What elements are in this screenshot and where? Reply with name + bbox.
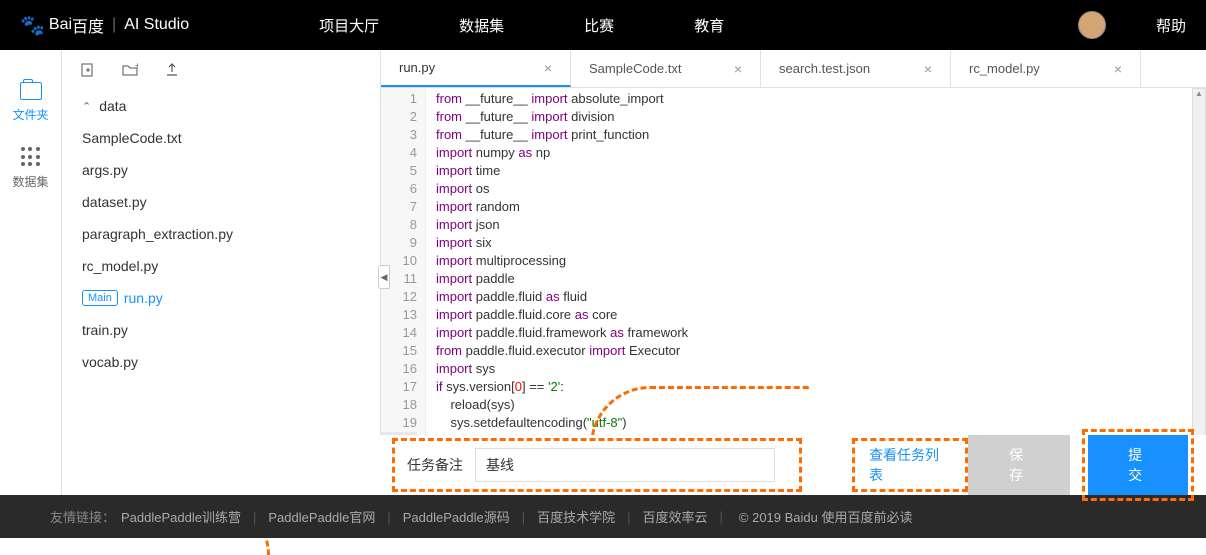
submit-button[interactable]: 提交 xyxy=(1088,435,1188,495)
logo-studio: AI Studio xyxy=(124,16,189,34)
view-tasks-box: 查看任务列表 xyxy=(852,438,968,492)
editor-tabs: run.py×SampleCode.txt×search.test.json×r… xyxy=(381,50,1206,88)
nav-projects[interactable]: 项目大厅 xyxy=(319,15,379,36)
task-label: 任务备注 xyxy=(407,455,463,475)
bottom-bar: 任务备注 查看任务列表 保存 提交 xyxy=(380,435,1206,495)
close-icon[interactable]: × xyxy=(734,61,742,77)
save-button[interactable]: 保存 xyxy=(968,435,1070,495)
top-right: 帮助 xyxy=(1078,11,1186,39)
left-rail: 文件夹 数据集 xyxy=(0,50,62,495)
grid-icon xyxy=(21,147,41,167)
chevron-down-icon: ⌃ xyxy=(82,100,91,113)
tab-label: rc_model.py xyxy=(969,61,1040,76)
button-group: 保存 提交 xyxy=(968,429,1194,501)
file-panel: + ⌃ data SampleCode.txtargs.pydataset.py… xyxy=(62,50,380,495)
editor-tab[interactable]: run.py × xyxy=(381,50,571,87)
tree-file[interactable]: train.py xyxy=(72,314,370,346)
footer-link[interactable]: PaddlePaddle源码 xyxy=(403,510,510,525)
close-icon[interactable]: × xyxy=(924,61,932,77)
avatar[interactable] xyxy=(1078,11,1106,39)
nav-datasets[interactable]: 数据集 xyxy=(459,15,504,36)
new-file-icon[interactable] xyxy=(80,62,96,78)
footer-link[interactable]: PaddlePaddle训练营 xyxy=(121,510,241,525)
nav-competition[interactable]: 比赛 xyxy=(584,15,614,36)
tree-file-run[interactable]: Main run.py xyxy=(72,282,370,314)
submit-highlight: 提交 xyxy=(1082,429,1194,501)
paw-icon: 🐾 xyxy=(20,13,45,38)
new-folder-icon[interactable]: + xyxy=(122,62,138,78)
top-bar: 🐾 Bai 百度 | AI Studio 项目大厅 数据集 比赛 教育 帮助 xyxy=(0,0,1206,50)
tree-file[interactable]: SampleCode.txt xyxy=(72,122,370,154)
footer-separator: | xyxy=(522,510,525,525)
editor-tab[interactable]: search.test.json × xyxy=(761,50,951,87)
tree-file[interactable]: dataset.py xyxy=(72,186,370,218)
logo[interactable]: 🐾 Bai 百度 | AI Studio xyxy=(20,13,189,38)
line-gutter: 1234567891011121314151617181920 ▸2122232… xyxy=(381,88,426,495)
vertical-scrollbar[interactable] xyxy=(1192,88,1206,495)
footer-separator: | xyxy=(387,510,390,525)
folder-icon xyxy=(20,82,42,100)
rail-dataset-label: 数据集 xyxy=(12,173,48,190)
footer-link[interactable]: 百度效率云 xyxy=(643,510,708,525)
footer-link[interactable]: 百度技术学院 xyxy=(537,510,615,525)
help-link[interactable]: 帮助 xyxy=(1156,15,1186,36)
tree-file[interactable]: rc_model.py xyxy=(72,250,370,282)
rail-dataset[interactable]: 数据集 xyxy=(0,135,61,202)
logo-separator: | xyxy=(112,16,116,34)
main-badge: Main xyxy=(82,290,118,306)
footer: 友情链接： PaddlePaddle训练营 | PaddlePaddle官网 | Pad… xyxy=(0,495,1206,538)
close-icon[interactable]: × xyxy=(1114,61,1122,77)
nav-education[interactable]: 教育 xyxy=(694,15,724,36)
tree-folder-data[interactable]: ⌃ data xyxy=(72,90,370,122)
close-icon[interactable]: × xyxy=(544,60,552,76)
tree-file[interactable]: args.py xyxy=(72,154,370,186)
tab-label: SampleCode.txt xyxy=(589,61,682,76)
panel-collapse[interactable]: ◀ xyxy=(378,265,390,289)
upload-icon[interactable] xyxy=(164,62,180,78)
tab-label: search.test.json xyxy=(779,61,870,76)
view-tasks-link[interactable]: 查看任务列表 xyxy=(869,445,951,485)
file-toolbar: + xyxy=(62,50,380,90)
main-nav: 项目大厅 数据集 比赛 教育 xyxy=(319,15,724,36)
main-file-name: run.py xyxy=(124,290,163,306)
editor-tab[interactable]: SampleCode.txt × xyxy=(571,50,761,87)
footer-label: 友情链接： xyxy=(50,507,115,526)
footer-link[interactable]: PaddlePaddle官网 xyxy=(268,510,375,525)
rail-files[interactable]: 文件夹 xyxy=(0,70,61,135)
tree-file[interactable]: paragraph_extraction.py xyxy=(72,218,370,250)
footer-separator: | xyxy=(720,509,723,524)
tab-label: run.py xyxy=(399,60,435,75)
task-input[interactable] xyxy=(475,448,775,482)
tree-file[interactable]: vocab.py xyxy=(72,346,370,378)
task-note-box: 任务备注 xyxy=(392,438,802,492)
footer-separator: | xyxy=(253,510,256,525)
file-tree: ⌃ data SampleCode.txtargs.pydataset.pypa… xyxy=(62,90,380,378)
logo-text-bai: Bai xyxy=(49,16,72,34)
copyright: © 2019 Baidu 使用百度前必读 xyxy=(739,507,913,526)
folder-name: data xyxy=(99,98,126,114)
svg-text:+: + xyxy=(135,62,138,70)
rail-files-label: 文件夹 xyxy=(12,106,48,123)
logo-text-du: 百度 xyxy=(72,13,104,37)
editor-tab[interactable]: rc_model.py × xyxy=(951,50,1141,87)
footer-separator: | xyxy=(627,510,630,525)
